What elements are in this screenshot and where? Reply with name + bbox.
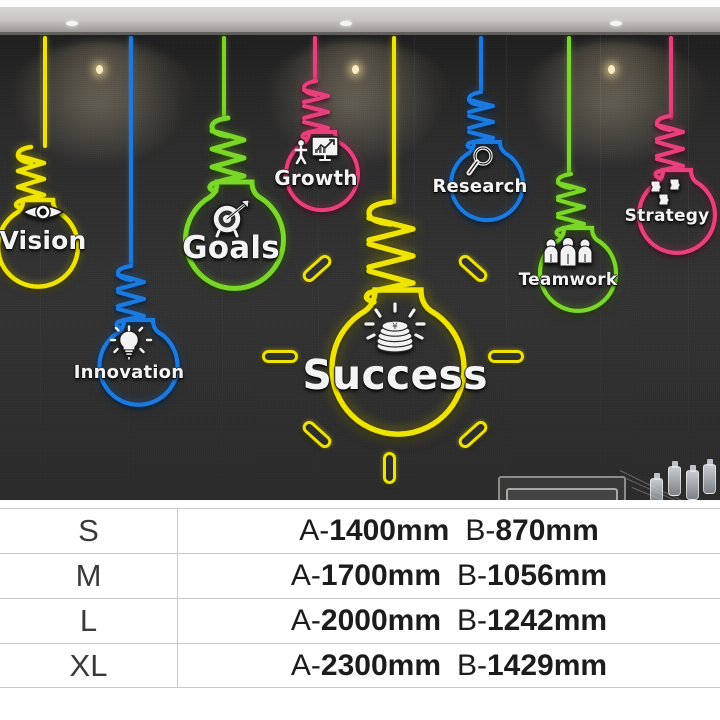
dimension-b: B-1429mm [457, 648, 608, 682]
cord-strategy [669, 36, 673, 120]
wall-seam [40, 35, 41, 500]
dimension-a: A-2300mm [290, 648, 441, 682]
dimension-cell: A-1700mm B-1056mm [177, 553, 720, 599]
bulb-label-research: Research [432, 176, 528, 197]
svg-text:¥: ¥ [392, 322, 398, 332]
cord-teamwork [567, 36, 571, 176]
ceiling-downlight-icon [340, 21, 352, 26]
water-bottle [668, 461, 681, 496]
wall-seam [318, 35, 319, 500]
dimension-b: B-870mm [465, 514, 599, 547]
cord-success [392, 36, 396, 204]
dimension-a: A-2000mm [290, 604, 441, 637]
bulb-success[interactable]: ¥ Success [275, 196, 515, 437]
cord-innovation [129, 36, 133, 268]
dimension-a: A-1700mm [290, 559, 441, 592]
light-pool [520, 41, 710, 161]
size-cell: L [79, 603, 98, 638]
ceiling-downlight-icon [610, 21, 622, 26]
bulb-vision[interactable]: Vision [0, 140, 145, 300]
cord-vision [43, 36, 47, 148]
lightbulb-icon [106, 325, 153, 360]
table-row[interactable]: L A-2000mm B-1242mm [0, 598, 720, 644]
table-row[interactable]: XL A-2300mm B-1429mm [0, 643, 720, 688]
wall-photo: Vision Goals [0, 0, 720, 500]
presentation-icon [292, 136, 340, 168]
magnifier-icon [466, 146, 494, 176]
bulb-teamwork[interactable]: Teamwork [509, 170, 649, 320]
bulb-label-innovation: Innovation [73, 362, 185, 383]
downlight-glow-icon [608, 65, 615, 74]
bulb-goals[interactable]: Goals [132, 112, 332, 302]
dimension-a: A-1400mm [299, 514, 450, 547]
ceiling-downlight-icon [66, 21, 78, 26]
cord-goals [222, 36, 226, 120]
table-row[interactable]: M A-1700mm B-1056mm [0, 553, 720, 599]
light-pool [262, 41, 452, 161]
downlight-glow-icon [352, 65, 359, 74]
size-cell: M [75, 558, 102, 593]
bulb-strategy[interactable]: Strategy [608, 112, 720, 262]
size-cell: XL [69, 647, 108, 683]
bulb-label-growth: Growth [274, 166, 358, 190]
bulb-label-teamwork: Teamwork [518, 270, 618, 290]
coins-icon: ¥ [360, 302, 430, 358]
wall-seam [688, 35, 689, 500]
bulb-label-vision: Vision [0, 226, 87, 255]
dimension-cell: A-2000mm B-1242mm [177, 598, 720, 644]
success-ray [488, 350, 524, 363]
wall-seam [414, 35, 415, 500]
target-icon [210, 198, 252, 238]
wall-seam [506, 35, 507, 500]
eye-icon [20, 200, 66, 224]
bulb-research[interactable]: Research [419, 88, 559, 223]
bulb-label-goals: Goals [182, 230, 280, 266]
wall-seam [222, 35, 223, 500]
water-bottle [650, 473, 663, 500]
size-table: S A-1400mm B-870mm M A-1700mm B-1056mm L… [0, 500, 720, 720]
bulb-growth[interactable]: Growth [251, 76, 401, 216]
dimension-b: B-1242mm [457, 604, 608, 637]
people-icon [542, 236, 594, 268]
dimension-b: B-1056mm [457, 559, 608, 592]
downlight-glow-icon [96, 65, 103, 74]
water-bottle [703, 459, 716, 494]
cord-growth [313, 36, 317, 84]
bulb-label-strategy: Strategy [624, 206, 710, 226]
bulb-innovation[interactable]: Innovation [71, 262, 231, 412]
dimension-cell: A-1400mm B-870mm [177, 508, 720, 554]
table-row[interactable]: S A-1400mm B-870mm [0, 508, 720, 554]
light-pool [8, 41, 198, 161]
ceiling-band [0, 7, 720, 35]
success-ray [383, 452, 396, 484]
wall-seam [600, 35, 601, 500]
water-bottle [686, 465, 699, 500]
top-white-strip [0, 0, 720, 7]
dimension-cell: A-2300mm B-1429mm [177, 643, 720, 688]
desk-surface [506, 488, 618, 500]
puzzle-icon [647, 178, 687, 210]
cord-research [479, 36, 483, 94]
bulb-label-success: Success [302, 351, 488, 399]
size-cell: S [78, 513, 99, 548]
success-ray [262, 350, 298, 363]
